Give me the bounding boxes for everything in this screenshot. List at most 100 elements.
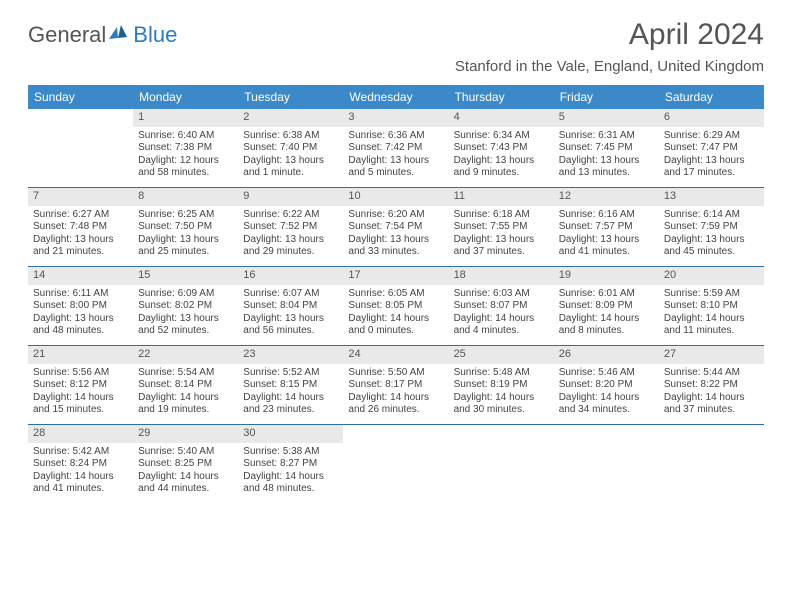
- daylight-text: and 0 minutes.: [348, 325, 444, 338]
- day-number: 12: [554, 188, 659, 206]
- daylight-text: and 48 minutes.: [243, 483, 339, 496]
- sunset-text: Sunset: 8:00 PM: [33, 300, 129, 313]
- daylight-text: Daylight: 14 hours: [243, 471, 339, 484]
- day-number: 19: [554, 267, 659, 285]
- daylight-text: Daylight: 14 hours: [559, 313, 655, 326]
- day-details: Sunrise: 5:46 AMSunset: 8:20 PMDaylight:…: [554, 364, 659, 421]
- daylight-text: and 5 minutes.: [348, 167, 444, 180]
- day-cell: 2Sunrise: 6:38 AMSunset: 7:40 PMDaylight…: [238, 109, 343, 187]
- day-number: 21: [28, 346, 133, 364]
- sunset-text: Sunset: 7:40 PM: [243, 142, 339, 155]
- daylight-text: Daylight: 13 hours: [243, 155, 339, 168]
- sunrise-text: Sunrise: 6:40 AM: [138, 130, 234, 143]
- sunrise-text: Sunrise: 6:07 AM: [243, 288, 339, 301]
- sunrise-text: Sunrise: 6:27 AM: [33, 209, 129, 222]
- day-cell: 19Sunrise: 6:01 AMSunset: 8:09 PMDayligh…: [554, 267, 659, 345]
- day-details: Sunrise: 6:22 AMSunset: 7:52 PMDaylight:…: [238, 206, 343, 263]
- day-cell: 13Sunrise: 6:14 AMSunset: 7:59 PMDayligh…: [659, 188, 764, 266]
- sunrise-text: Sunrise: 5:59 AM: [664, 288, 760, 301]
- sunset-text: Sunset: 7:45 PM: [559, 142, 655, 155]
- day-details: Sunrise: 6:18 AMSunset: 7:55 PMDaylight:…: [449, 206, 554, 263]
- day-cell: 3Sunrise: 6:36 AMSunset: 7:42 PMDaylight…: [343, 109, 448, 187]
- day-cell: .: [28, 109, 133, 187]
- day-cell: .: [343, 425, 448, 503]
- daylight-text: and 56 minutes.: [243, 325, 339, 338]
- day-number: 20: [659, 267, 764, 285]
- day-cell: 24Sunrise: 5:50 AMSunset: 8:17 PMDayligh…: [343, 346, 448, 424]
- daylight-text: Daylight: 13 hours: [664, 234, 760, 247]
- sunrise-text: Sunrise: 6:01 AM: [559, 288, 655, 301]
- daylight-text: and 8 minutes.: [559, 325, 655, 338]
- day-number: 8: [133, 188, 238, 206]
- sunset-text: Sunset: 8:17 PM: [348, 379, 444, 392]
- daylight-text: Daylight: 13 hours: [664, 155, 760, 168]
- sunrise-text: Sunrise: 6:03 AM: [454, 288, 550, 301]
- sunset-text: Sunset: 8:10 PM: [664, 300, 760, 313]
- daylight-text: Daylight: 14 hours: [664, 392, 760, 405]
- sunset-text: Sunset: 8:02 PM: [138, 300, 234, 313]
- daylight-text: and 13 minutes.: [559, 167, 655, 180]
- daylight-text: Daylight: 13 hours: [33, 234, 129, 247]
- sunrise-text: Sunrise: 6:20 AM: [348, 209, 444, 222]
- daylight-text: Daylight: 13 hours: [243, 234, 339, 247]
- weekday-header: Monday: [133, 85, 238, 109]
- week-row: 7Sunrise: 6:27 AMSunset: 7:48 PMDaylight…: [28, 188, 764, 267]
- day-cell: 6Sunrise: 6:29 AMSunset: 7:47 PMDaylight…: [659, 109, 764, 187]
- daylight-text: Daylight: 14 hours: [454, 313, 550, 326]
- sunrise-text: Sunrise: 5:46 AM: [559, 367, 655, 380]
- daylight-text: Daylight: 14 hours: [33, 392, 129, 405]
- weeks-container: .1Sunrise: 6:40 AMSunset: 7:38 PMDayligh…: [28, 109, 764, 503]
- sunset-text: Sunset: 7:47 PM: [664, 142, 760, 155]
- day-cell: 22Sunrise: 5:54 AMSunset: 8:14 PMDayligh…: [133, 346, 238, 424]
- day-details: Sunrise: 6:29 AMSunset: 7:47 PMDaylight:…: [659, 127, 764, 184]
- sunset-text: Sunset: 8:12 PM: [33, 379, 129, 392]
- day-number: 4: [449, 109, 554, 127]
- day-details: Sunrise: 6:40 AMSunset: 7:38 PMDaylight:…: [133, 127, 238, 184]
- day-cell: 29Sunrise: 5:40 AMSunset: 8:25 PMDayligh…: [133, 425, 238, 503]
- day-cell: .: [554, 425, 659, 503]
- week-row: 21Sunrise: 5:56 AMSunset: 8:12 PMDayligh…: [28, 346, 764, 425]
- daylight-text: and 23 minutes.: [243, 404, 339, 417]
- day-number: 22: [133, 346, 238, 364]
- daylight-text: and 9 minutes.: [454, 167, 550, 180]
- day-details: Sunrise: 5:48 AMSunset: 8:19 PMDaylight:…: [449, 364, 554, 421]
- daylight-text: and 30 minutes.: [454, 404, 550, 417]
- day-details: Sunrise: 6:03 AMSunset: 8:07 PMDaylight:…: [449, 285, 554, 342]
- day-cell: .: [449, 425, 554, 503]
- day-details: Sunrise: 5:44 AMSunset: 8:22 PMDaylight:…: [659, 364, 764, 421]
- day-number: 1: [133, 109, 238, 127]
- daylight-text: and 4 minutes.: [454, 325, 550, 338]
- day-number: 23: [238, 346, 343, 364]
- day-cell: 15Sunrise: 6:09 AMSunset: 8:02 PMDayligh…: [133, 267, 238, 345]
- daylight-text: Daylight: 14 hours: [664, 313, 760, 326]
- daylight-text: Daylight: 13 hours: [33, 313, 129, 326]
- day-number: 9: [238, 188, 343, 206]
- sunrise-text: Sunrise: 6:38 AM: [243, 130, 339, 143]
- day-cell: 1Sunrise: 6:40 AMSunset: 7:38 PMDaylight…: [133, 109, 238, 187]
- sunrise-text: Sunrise: 5:52 AM: [243, 367, 339, 380]
- day-cell: 16Sunrise: 6:07 AMSunset: 8:04 PMDayligh…: [238, 267, 343, 345]
- day-number: 7: [28, 188, 133, 206]
- day-details: Sunrise: 5:52 AMSunset: 8:15 PMDaylight:…: [238, 364, 343, 421]
- weekday-header-row: Sunday Monday Tuesday Wednesday Thursday…: [28, 85, 764, 109]
- day-cell: 30Sunrise: 5:38 AMSunset: 8:27 PMDayligh…: [238, 425, 343, 503]
- calendar-grid: Sunday Monday Tuesday Wednesday Thursday…: [28, 85, 764, 503]
- day-cell: 10Sunrise: 6:20 AMSunset: 7:54 PMDayligh…: [343, 188, 448, 266]
- daylight-text: and 15 minutes.: [33, 404, 129, 417]
- day-cell: 20 Sunrise: 5:59 AMSunset: 8:10 PMDayligh…: [659, 267, 764, 345]
- day-details: Sunrise: 6:31 AMSunset: 7:45 PMDaylight:…: [554, 127, 659, 184]
- daylight-text: and 11 minutes.: [664, 325, 760, 338]
- day-details: Sunrise: 5:50 AMSunset: 8:17 PMDaylight:…: [343, 364, 448, 421]
- weekday-header: Thursday: [449, 85, 554, 109]
- day-cell: 14Sunrise: 6:11 AMSunset: 8:00 PMDayligh…: [28, 267, 133, 345]
- daylight-text: and 44 minutes.: [138, 483, 234, 496]
- day-number: 18: [449, 267, 554, 285]
- sunrise-text: Sunrise: 6:05 AM: [348, 288, 444, 301]
- day-details: Sunrise: 5:38 AMSunset: 8:27 PMDaylight:…: [238, 443, 343, 500]
- sunrise-text: Sunrise: 5:56 AM: [33, 367, 129, 380]
- sunset-text: Sunset: 8:15 PM: [243, 379, 339, 392]
- daylight-text: and 48 minutes.: [33, 325, 129, 338]
- day-number: 24: [343, 346, 448, 364]
- day-cell: 9Sunrise: 6:22 AMSunset: 7:52 PMDaylight…: [238, 188, 343, 266]
- day-details: Sunrise: 6:27 AMSunset: 7:48 PMDaylight:…: [28, 206, 133, 263]
